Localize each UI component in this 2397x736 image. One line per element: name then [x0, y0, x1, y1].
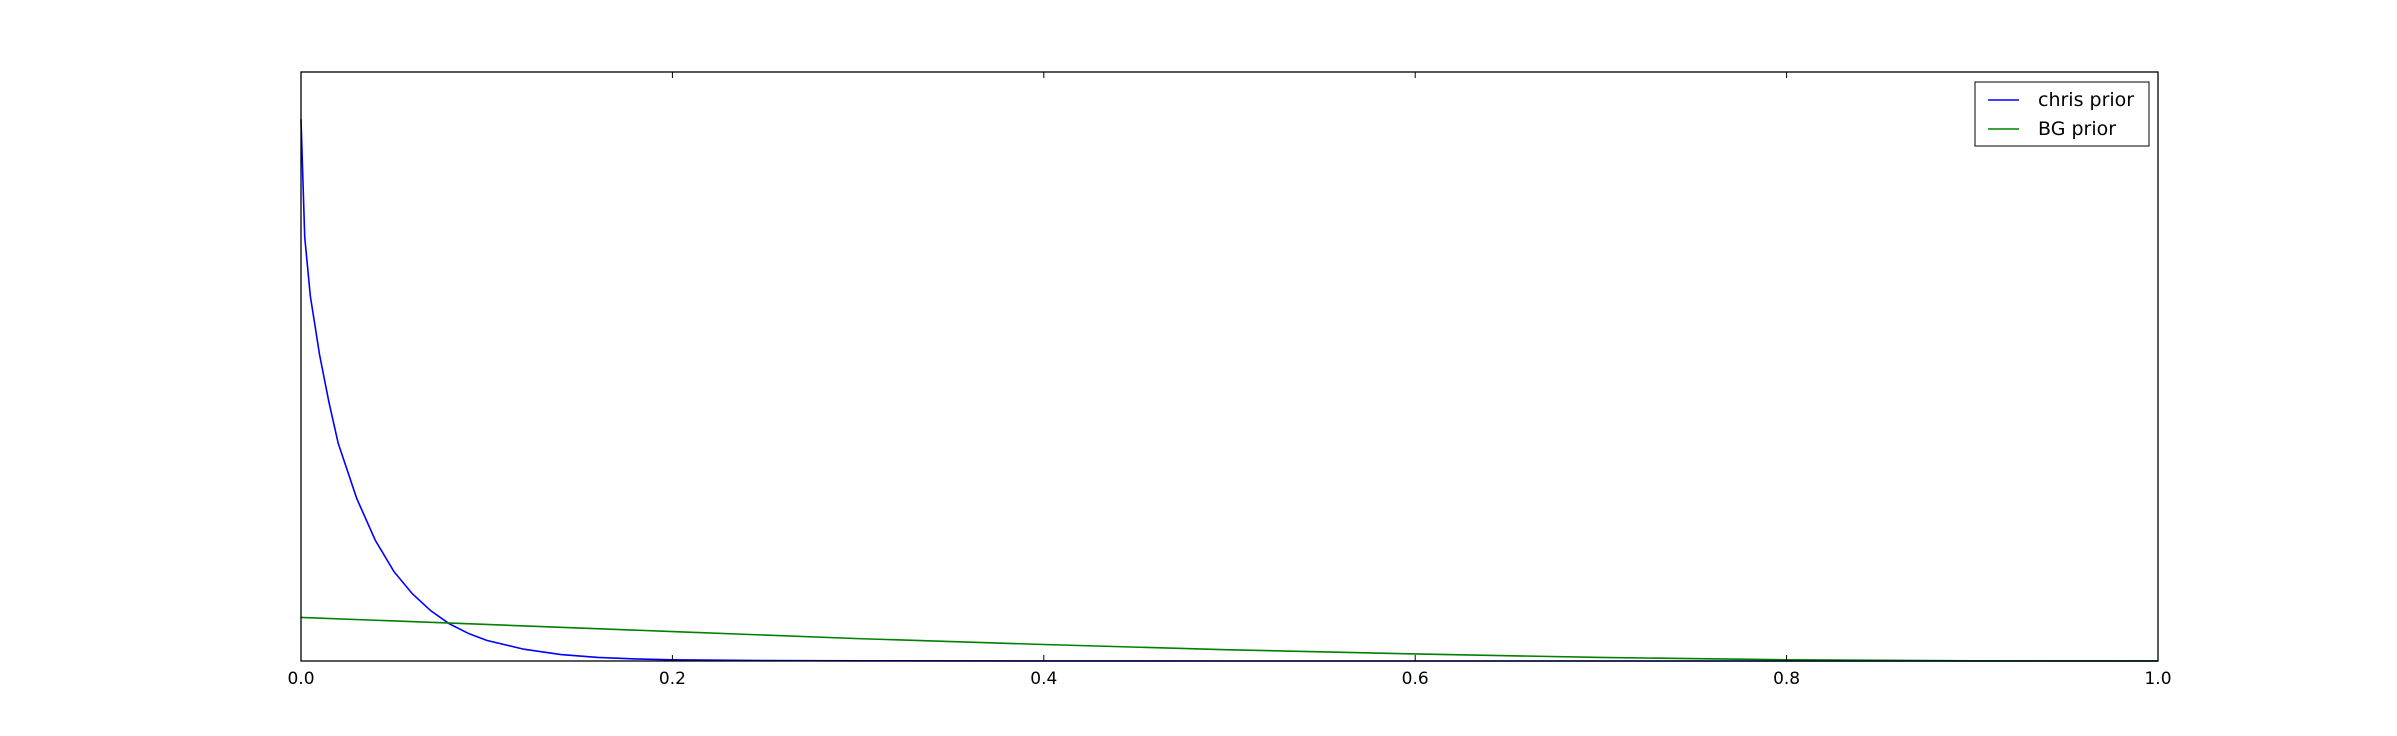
legend-label-0: chris prior — [2038, 89, 2134, 111]
axes-frame — [300, 71, 2159, 662]
ticks-layer: 0.0 0.2 0.4 0.6 0.8 1.0 — [287, 72, 2172, 689]
x-tick-label-4: 0.8 — [1773, 669, 1800, 689]
x-tick-label-2: 0.4 — [1030, 669, 1057, 689]
x-tick-label-5: 1.0 — [2144, 669, 2171, 689]
legend: chris prior BG prior — [1974, 81, 2150, 147]
x-tick-label-3: 0.6 — [1402, 669, 1429, 689]
legend-box — [1974, 81, 2150, 147]
legend-label-1: BG prior — [2038, 118, 2116, 140]
x-tick-label-1: 0.2 — [659, 669, 686, 689]
x-tick-label-0: 0.0 — [287, 669, 314, 689]
series-line-1 — [300, 616, 2159, 662]
